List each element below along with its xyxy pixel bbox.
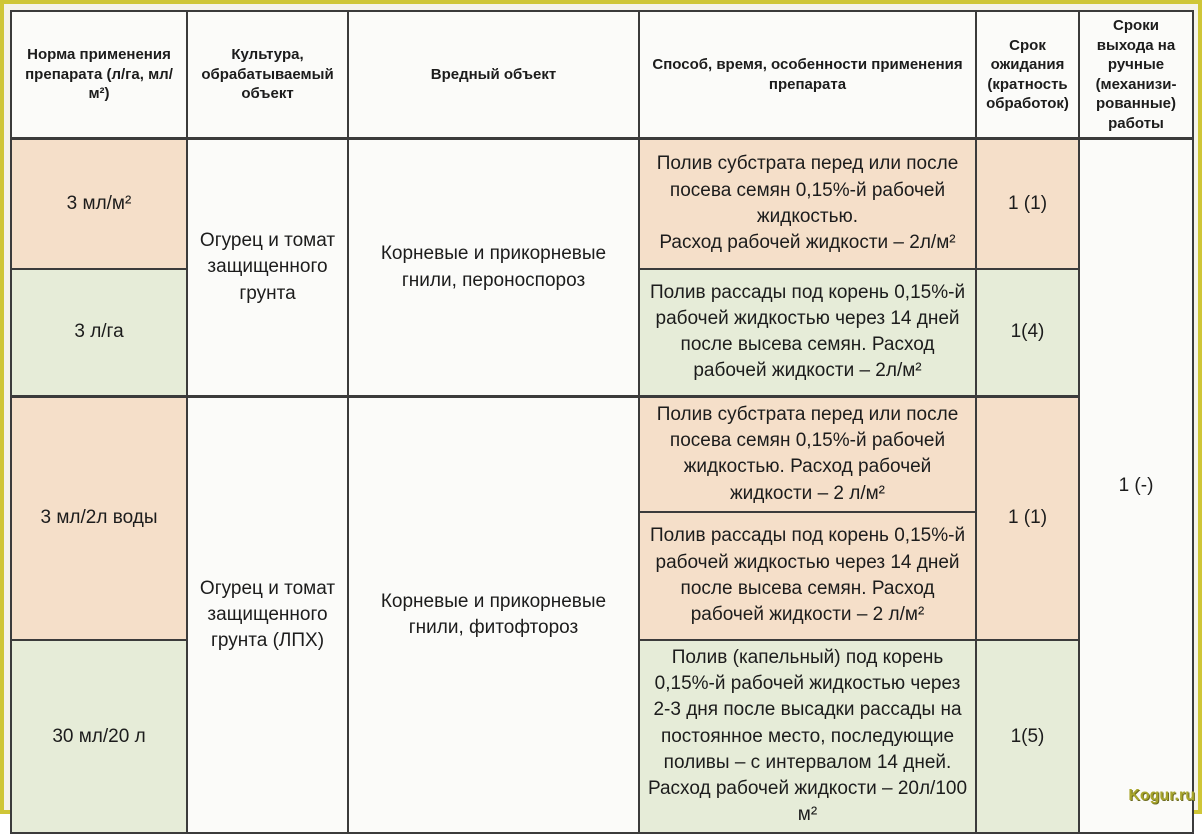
cell-pest-group2: Корневые и прикорневые гнили, фитофтороз [347,395,640,834]
header-reentry-period: Сроки выхода на ручные (механизи- рованн… [1078,10,1194,140]
header-application-rate: Норма применения препарата (л/га, мл/м²) [10,10,188,140]
table-row: 3 мл/м² Огурец и томат защищенного грунт… [10,137,1194,834]
cell-pest-group1: Корневые и прикорневые гнили, пероноспор… [347,137,640,398]
cell-rate-3: 3 мл/2л воды [10,394,188,641]
cell-rate-2: 3 л/га [10,267,188,398]
table-row: Полив рассады под корень 0,15%-й рабочей… [11,510,1193,641]
header-method: Способ, время, особенности применения пр… [638,10,977,140]
cell-method-5: Полив (капельный) под корень 0,15%-й раб… [638,638,977,834]
cell-method-2: Полив рассады под корень 0,15%-й рабочей… [638,267,977,398]
cell-method-1: Полив субстрата перед или после посева с… [638,137,977,270]
cell-culture-group1: Огурец и томат защищенного грунта [186,137,349,398]
cell-method-3: Полив субстрата перед или после посева с… [638,394,977,513]
cell-waiting-5: 1(5) [975,638,1080,834]
header-culture: Культура, обрабатываемый объект [186,10,349,140]
header-harmful-object: Вредный объект [347,10,640,140]
cell-method-4: Полив рассады под корень 0,15%-й рабочей… [638,510,977,641]
cell-culture-group2: Огурец и томат защищенного грунта (ЛПХ) [186,395,349,834]
cell-waiting-2: 1(4) [975,267,1080,398]
table-row: 30 мл/20 л Полив (капельный) под корень … [10,638,1193,834]
header-waiting-period: Срок ожидания (кратность обработок) [975,10,1080,140]
application-rates-table: Норма применения препарата (л/га, мл/м²)… [10,10,1194,834]
table-row: 3 л/га Полив рассады под корень 0,15%-й … [10,267,1193,398]
cell-waiting-1: 1 (1) [975,137,1080,270]
table-row: 3 мл/2л воды Огурец и томат защищенного … [10,394,1193,834]
cell-rate-1: 3 мл/м² [10,137,188,270]
table-header-row: Норма применения препарата (л/га, мл/м²)… [10,10,1194,140]
cell-waiting-3-4: 1 (1) [975,394,1080,641]
cell-rate-4: 30 мл/20 л [10,638,188,834]
cell-reentry: 1 (-) [1078,137,1194,834]
watermark-kogur: Kogur.ru [1128,787,1195,804]
